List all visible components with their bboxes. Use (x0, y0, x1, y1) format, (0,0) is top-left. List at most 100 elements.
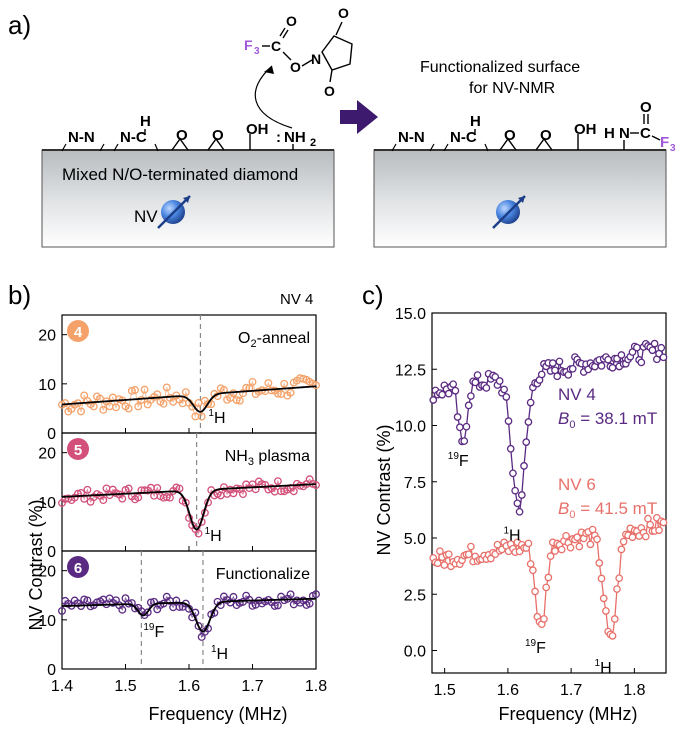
panel-c-ylabel: NV Contrast (%) (374, 424, 394, 555)
subplot-5: 0 10 20 5 NH3 plasma 1H (38, 432, 320, 561)
x-tick-label: 1.4 (51, 678, 73, 695)
data-point (513, 499, 522, 508)
data-point (655, 526, 663, 535)
svg-text:F: F (244, 37, 253, 53)
data-point (593, 535, 601, 544)
data-point (251, 485, 260, 494)
y-tick-label: 12.5 (395, 362, 426, 379)
y-tick-label: 20 (38, 564, 56, 581)
data-point (526, 560, 535, 568)
subplot-4: 0 10 20 4 O2-anneal 1H (38, 314, 320, 443)
badge-6 (67, 556, 89, 578)
data-point (529, 566, 537, 575)
badge-number: 4 (74, 324, 83, 341)
data-point (118, 494, 127, 503)
h-peak-label: 1H (211, 644, 228, 663)
data-point (531, 587, 539, 596)
svg-text:N: N (311, 51, 321, 67)
data-point (557, 545, 566, 554)
data-point (537, 370, 546, 379)
data-point (453, 413, 462, 421)
data-point (429, 396, 438, 404)
spin-icon-left (157, 195, 191, 229)
data-point (471, 378, 480, 387)
x-tick-label: 1.7 (560, 682, 582, 699)
hydroxyl-group-left: OH (246, 121, 269, 150)
data-point (575, 542, 584, 551)
azo-group-right: N-N (391, 129, 435, 152)
data-point (99, 496, 108, 505)
svg-text:O: O (324, 83, 335, 99)
plot-frame (431, 312, 667, 674)
data-point (80, 595, 89, 604)
data-point (646, 520, 655, 529)
data-point (444, 389, 453, 398)
data-point (506, 444, 515, 453)
condition-label: O2-anneal (238, 330, 310, 350)
y-tick-label: 10 (38, 495, 56, 512)
x-tick-label: 1.6 (497, 682, 519, 699)
data-point (568, 364, 577, 373)
subplot-6: 0 10 20 1.4 1.5 1.6 1.7 1.8 6 Functionalize 1H 19F (38, 550, 327, 695)
nv-label: NV (134, 207, 158, 226)
data-point (520, 462, 528, 470)
data-point (464, 401, 473, 410)
fit-line (61, 385, 317, 413)
data-point (146, 598, 155, 607)
svg-text::: : (276, 129, 281, 146)
badge-number: 6 (74, 560, 82, 577)
svg-text:O: O (286, 13, 297, 29)
data-point (522, 438, 531, 446)
data-point (83, 485, 92, 494)
svg-text:N-N: N-N (68, 129, 95, 146)
data-point (555, 357, 564, 366)
ether-group-right-1: O (499, 127, 517, 151)
data-point (162, 493, 171, 501)
y-tick-label: 5.0 (404, 531, 426, 548)
panel-c-label: c) (362, 280, 384, 310)
nv4-h-peak-label: 1H (503, 525, 520, 544)
ether-group-right-2: O (535, 127, 553, 151)
data-point (143, 608, 152, 617)
data-point (118, 605, 127, 614)
y-tick-label: 10 (38, 377, 56, 394)
data-point (165, 493, 174, 502)
data-point (89, 402, 98, 411)
data-point (482, 384, 491, 392)
data-point (615, 574, 624, 583)
imine-group-left: N-C H (113, 113, 159, 152)
data-point (444, 550, 453, 559)
data-point (648, 346, 657, 355)
spin-icon-right (492, 195, 526, 229)
reaction-curved-arrow (254, 65, 293, 129)
svg-text:OH: OH (574, 121, 597, 138)
svg-text:O: O (338, 5, 349, 21)
data-point (540, 615, 548, 623)
data-point (548, 359, 557, 367)
svg-text:F: F (660, 134, 669, 151)
svg-text:O: O (540, 127, 552, 144)
x-tick-label: 1.7 (241, 678, 263, 695)
svg-text:O: O (212, 127, 224, 144)
data-point (650, 339, 659, 348)
data-point (226, 598, 235, 607)
data-point (235, 396, 244, 405)
field-label: B0 = 38.1 mT (558, 409, 657, 431)
data-point (194, 622, 203, 630)
data-point (551, 547, 559, 555)
data-point (99, 405, 108, 414)
nv6-h-peak-label: 1H (595, 658, 612, 677)
data-point (273, 477, 282, 486)
svg-text:O: O (176, 127, 188, 144)
ether-group-left-1: O (171, 127, 189, 151)
y-tick-label: 0 (47, 544, 56, 561)
data-point (504, 417, 513, 425)
data-point (511, 486, 520, 495)
data-point (637, 358, 646, 367)
data-point (124, 484, 133, 493)
data-point (460, 437, 469, 445)
panel-a-label: a) (8, 10, 31, 40)
data-point (657, 343, 666, 352)
data-point (495, 377, 504, 385)
ether-group-left-2: O (207, 127, 225, 151)
